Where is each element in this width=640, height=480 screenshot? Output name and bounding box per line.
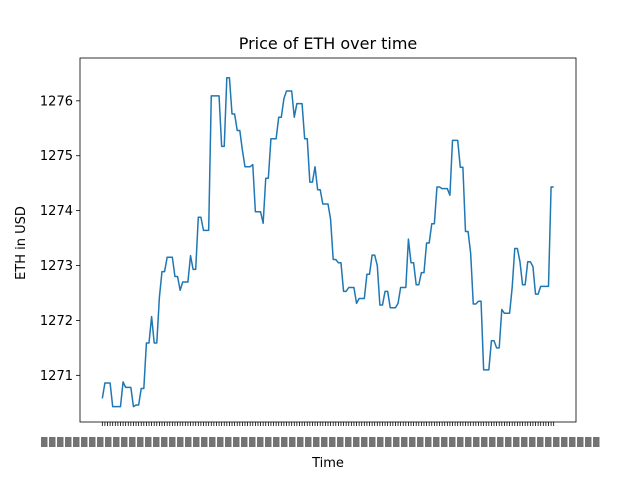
series-line: [101, 77, 554, 408]
x-tick-label-glyph: [481, 437, 488, 447]
x-tick-label-glyph: [249, 437, 256, 447]
chart-title: Price of ETH over time: [239, 34, 418, 53]
x-tick-label-glyph: [433, 437, 440, 447]
x-tick-label-glyph: [529, 437, 536, 447]
x-tick-label-glyph: [49, 437, 56, 447]
x-tick-label-glyph: [361, 437, 368, 447]
x-tick-label-glyph: [425, 437, 432, 447]
x-tick-label-glyph: [185, 437, 192, 447]
x-tick-label-glyph: [561, 437, 568, 447]
x-tick-label-glyph: [289, 437, 296, 447]
x-tick-label-glyph: [137, 437, 144, 447]
x-tick-label-glyph: [169, 437, 176, 447]
x-tick-label-glyph: [105, 437, 112, 447]
x-tick-label-glyph: [353, 437, 360, 447]
y-axis-label: ETH in USD: [14, 206, 29, 280]
y-tick-label: 1274: [40, 204, 73, 219]
x-tick-label-glyph: [121, 437, 128, 447]
axes-frame: [79, 57, 577, 423]
y-tick-label: 1275: [40, 149, 73, 164]
x-tick-label-glyph: [545, 437, 552, 447]
x-tick-label-glyph: [233, 437, 240, 447]
x-tick-label-glyph: [577, 437, 584, 447]
x-tick-label-glyph: [393, 437, 400, 447]
x-tick-label-glyph: [569, 437, 576, 447]
y-tick-label: 1273: [40, 259, 73, 274]
x-tick-label-glyph: [465, 437, 472, 447]
x-tick-label-glyph: [89, 437, 96, 447]
x-tick-label-glyph: [521, 437, 528, 447]
x-tick-label-glyph: [385, 437, 392, 447]
x-tick-label-glyph: [473, 437, 480, 447]
plot-area: 1271 1272 1273 1274 1275 1276: [40, 57, 600, 447]
x-axis-label: Time: [311, 456, 344, 471]
x-tick-label-glyph: [585, 437, 592, 447]
x-tick-label-glyph: [73, 437, 80, 447]
x-tick-label-glyph: [337, 437, 344, 447]
x-tick-label-glyph: [41, 437, 48, 447]
x-tick-label-glyph: [273, 437, 280, 447]
x-tick-label-glyph: [209, 437, 216, 447]
y-tick-label: 1276: [40, 94, 73, 109]
x-tick-label-glyph: [57, 437, 64, 447]
x-tick-label-glyph: [297, 437, 304, 447]
x-tick-label-glyph: [345, 437, 352, 447]
x-tick-label-glyph: [409, 437, 416, 447]
x-tick-label-glyph: [65, 437, 72, 447]
x-tick-label-glyph: [153, 437, 160, 447]
x-tick-label-glyph: [441, 437, 448, 447]
x-tick-label-glyph: [129, 437, 136, 447]
x-tick-label-glyph: [113, 437, 120, 447]
x-tick-label-glyph: [265, 437, 272, 447]
x-tick-labels-overlapping: [41, 437, 600, 447]
x-tick-label-glyph: [281, 437, 288, 447]
y-tick-label: 1272: [40, 314, 73, 329]
x-tick-label-glyph: [329, 437, 336, 447]
x-tick-label-glyph: [241, 437, 248, 447]
x-tick-label-glyph: [401, 437, 408, 447]
x-tick-label-glyph: [217, 437, 224, 447]
x-tick-label-glyph: [449, 437, 456, 447]
x-tick-label-glyph: [201, 437, 208, 447]
x-tick-label-glyph: [145, 437, 152, 447]
x-tick-label-glyph: [377, 437, 384, 447]
x-tick-label-glyph: [369, 437, 376, 447]
x-tick-label-glyph: [97, 437, 104, 447]
x-tick-label-glyph: [593, 437, 600, 447]
x-tick-label-glyph: [417, 437, 424, 447]
x-tick-label-glyph: [513, 437, 520, 447]
x-tick-label-glyph: [225, 437, 232, 447]
x-tick-label-glyph: [305, 437, 312, 447]
x-tick-label-glyph: [313, 437, 320, 447]
x-tick-label-glyph: [489, 437, 496, 447]
y-tick-label: 1271: [40, 369, 73, 384]
x-tick-label-glyph: [321, 437, 328, 447]
x-tick-label-glyph: [81, 437, 88, 447]
x-tick-label-glyph: [537, 437, 544, 447]
x-tick-label-glyph: [161, 437, 168, 447]
x-tick-label-glyph: [497, 437, 504, 447]
x-tick-label-glyph: [457, 437, 464, 447]
x-tick-label-glyph: [505, 437, 512, 447]
x-tick-label-glyph: [257, 437, 264, 447]
x-tick-label-glyph: [177, 437, 184, 447]
x-tick-label-glyph: [193, 437, 200, 447]
x-tick-label-glyph: [553, 437, 560, 447]
